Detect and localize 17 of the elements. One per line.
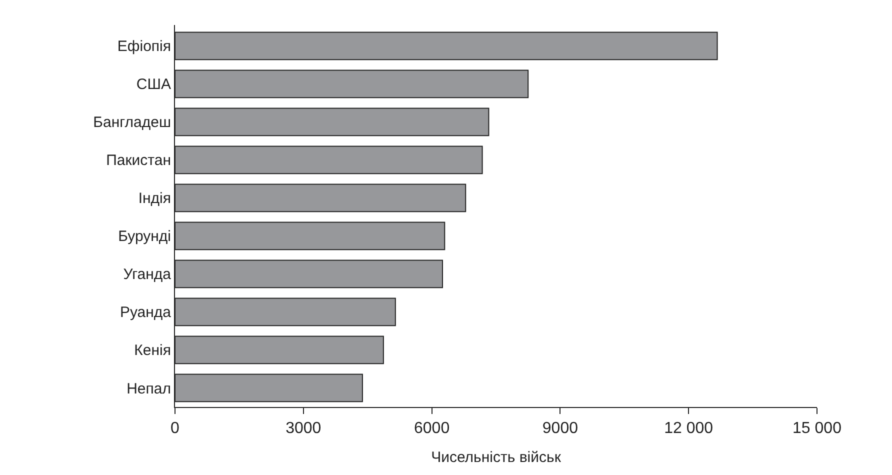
y-tick-label: Бангладеш (93, 114, 171, 132)
y-tick-label: Непал (126, 380, 171, 398)
x-tick-label: 9000 (542, 420, 578, 438)
x-tick-label: 12 000 (664, 420, 714, 438)
y-tick-label: Пакистан (106, 152, 171, 170)
x-tick-label: 15 000 (792, 420, 842, 438)
y-tick-label: Кенія (134, 342, 171, 360)
y-tick-label: Індія (138, 190, 171, 208)
x-tick-label: 6000 (414, 420, 450, 438)
x-tick-label: 0 (170, 420, 180, 438)
y-tick-label: Бурунді (118, 228, 171, 246)
y-tick-label: Ефіопія (117, 38, 171, 56)
x-axis-title: Чисельність військ (431, 449, 562, 466)
x-tick-label: 3000 (286, 420, 322, 438)
y-tick-label: Уганда (123, 266, 172, 284)
y-tick-label: Руанда (120, 304, 172, 322)
y-tick-label: США (136, 76, 171, 94)
